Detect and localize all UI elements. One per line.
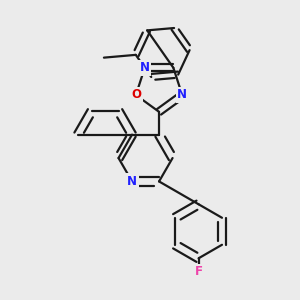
Text: N: N xyxy=(127,175,137,188)
Text: N: N xyxy=(140,61,150,74)
Text: N: N xyxy=(177,88,187,101)
Text: O: O xyxy=(131,88,141,101)
Text: F: F xyxy=(195,266,203,278)
